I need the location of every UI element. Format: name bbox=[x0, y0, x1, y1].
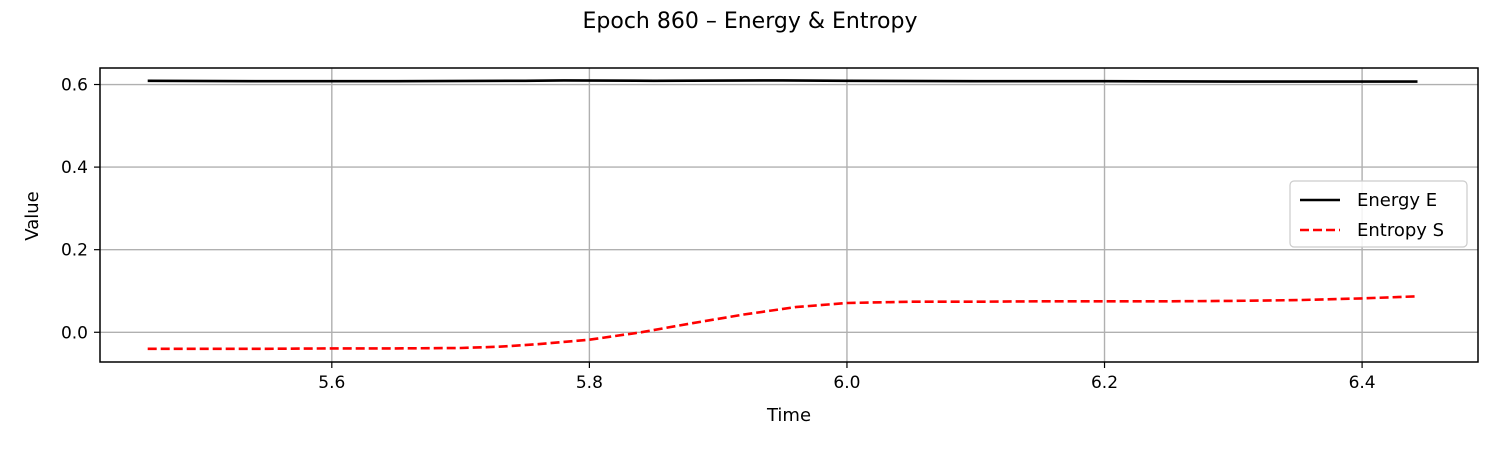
y-axis-label: Value bbox=[22, 191, 43, 240]
series-layer bbox=[147, 79, 1418, 351]
series-line-entropy bbox=[147, 295, 1418, 351]
x-tick-label: 6.0 bbox=[833, 373, 860, 393]
legend-label-entropy: Entropy S bbox=[1357, 220, 1444, 241]
x-axis-label: Time bbox=[766, 405, 811, 426]
y-tick-label: 0.0 bbox=[61, 323, 88, 343]
y-tick-label: 0.4 bbox=[61, 158, 88, 178]
plot-frame bbox=[99, 67, 1479, 363]
y-tick-label: 0.2 bbox=[61, 241, 88, 261]
legend-label-energy: Energy E bbox=[1357, 190, 1437, 211]
x-axis: 5.6 5.8 6.0 6.2 6.4 bbox=[318, 362, 1376, 393]
chart-title: Epoch 860 – Energy & Entropy bbox=[583, 9, 918, 34]
series-line-energy bbox=[147, 79, 1418, 83]
y-tick-label: 0.6 bbox=[61, 76, 88, 96]
y-axis: 0.0 0.2 0.4 0.6 bbox=[61, 76, 100, 343]
x-tick-label: 5.6 bbox=[318, 373, 345, 393]
x-tick-label: 6.2 bbox=[1091, 373, 1118, 393]
x-tick-label: 6.4 bbox=[1349, 373, 1376, 393]
x-tick-label: 5.8 bbox=[576, 373, 603, 393]
legend: Energy E Entropy S bbox=[1289, 180, 1468, 248]
grid bbox=[100, 68, 1478, 362]
